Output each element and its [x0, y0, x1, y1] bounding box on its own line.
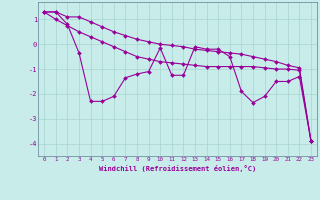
- X-axis label: Windchill (Refroidissement éolien,°C): Windchill (Refroidissement éolien,°C): [99, 165, 256, 172]
